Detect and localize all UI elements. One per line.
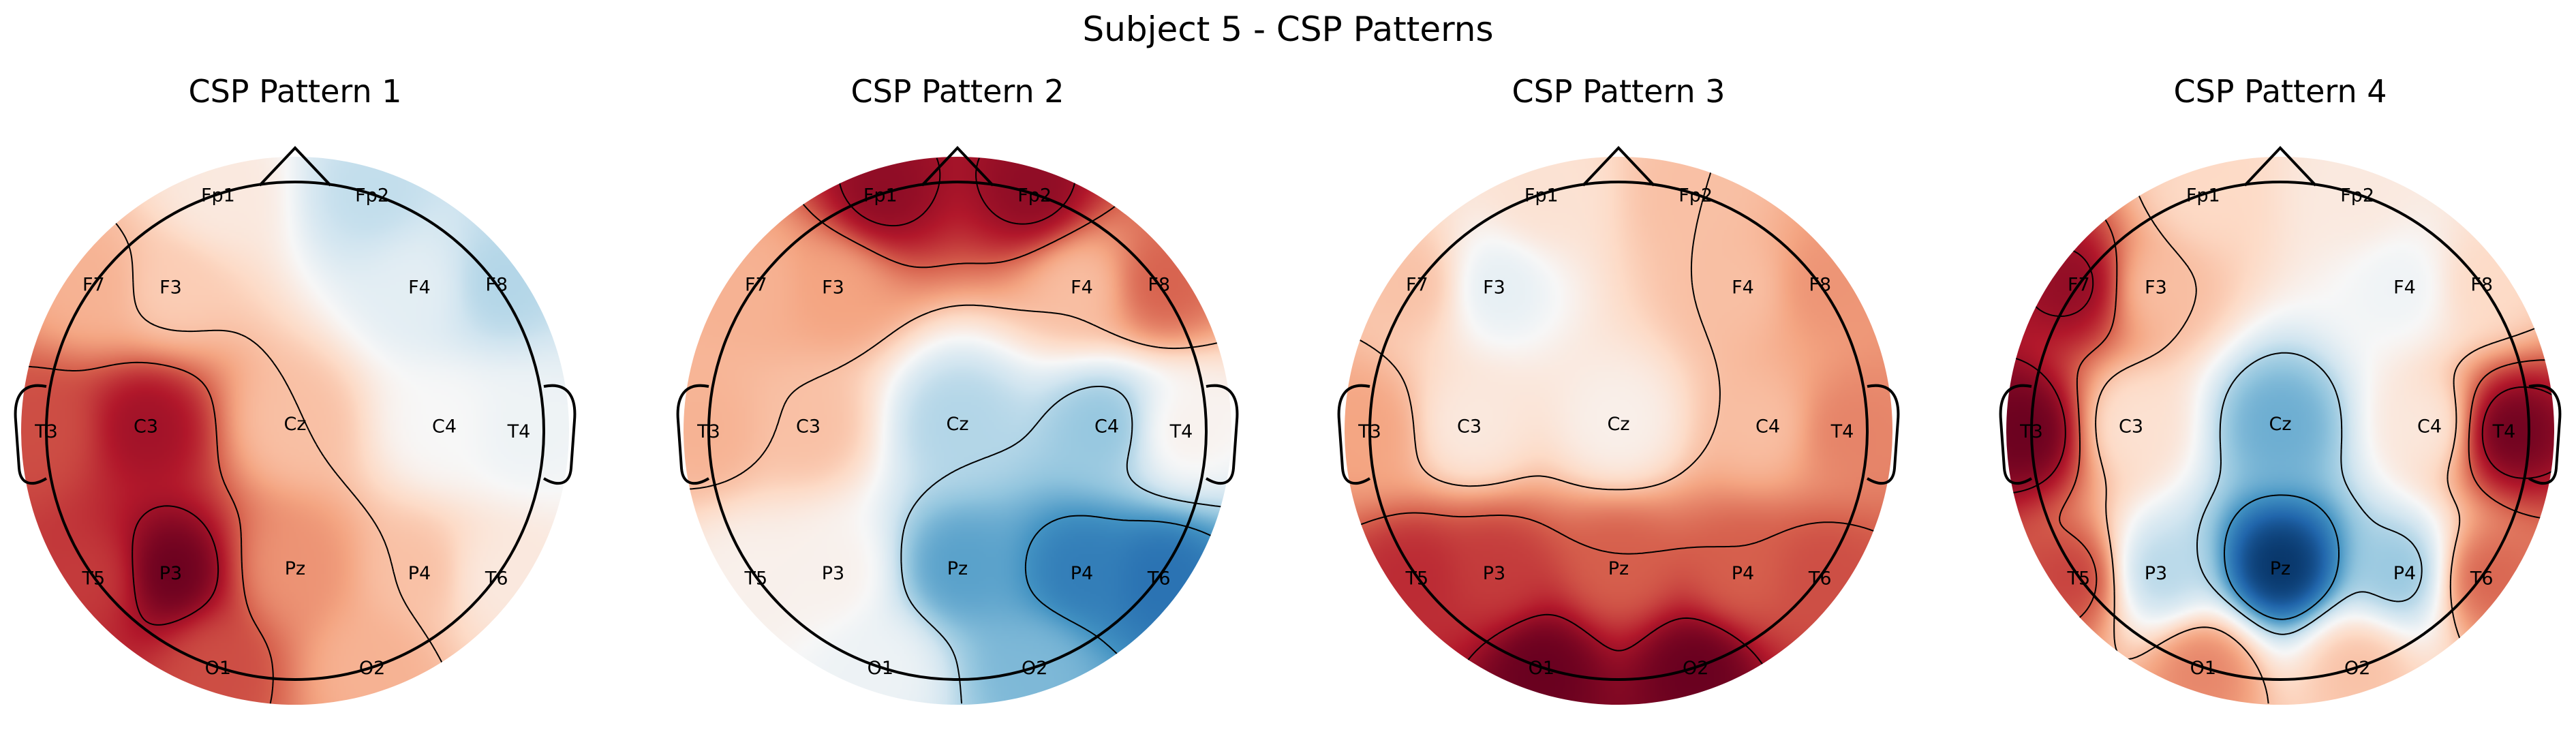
electrode-label-f8: F8 [1148,275,1170,296]
electrode-label-fp1: Fp1 [201,185,235,206]
electrode-label-pz: Pz [285,558,305,579]
electrode-label-fp2: Fp2 [2340,185,2374,206]
head-outline [676,146,1239,681]
electrode-label-pz: Pz [947,558,968,579]
electrode-label-fp1: Fp1 [1524,185,1559,206]
panel-title: CSP Pattern 3 [1512,73,1725,110]
head-outline [1999,146,2562,681]
electrode-label-f4: F4 [408,277,431,298]
electrode-label-o1: O1 [868,658,893,679]
topomap-panel-2: CSP Pattern 2 Fp1 Fp2 F7 F3 F4 F8 T3 C3 Cz C4 T4 T5 P… [676,73,1239,705]
electrode-label-t5: T5 [1405,568,1428,589]
electrode-label-t3: T3 [34,421,58,442]
topomap-field [2006,157,2554,705]
panel-title: CSP Pattern 2 [850,73,1064,110]
electrode-label-f3: F3 [1483,277,1505,298]
electrode-label-p4: P4 [408,563,431,584]
electrode-label-o2: O2 [2344,658,2370,679]
topomap-panel-3: CSP Pattern 3 Fp1 Fp2 F7 F3 F4 F8 T3 C3 Cz C4 T4 T5 P… [1337,73,1900,705]
head-outline [1337,146,1900,681]
electrode-label-t3: T3 [696,421,720,442]
electrode-label-p3: P3 [2145,563,2167,584]
contour-lines [684,157,1231,704]
electrode-label-c4: C4 [2417,416,2442,438]
electrode-label-c3: C3 [134,416,158,438]
electrode-label-f7: F7 [2068,275,2090,296]
electrode-label-f4: F4 [1071,277,1093,298]
electrode-label-p3: P3 [822,563,844,584]
panel-title: CSP Pattern 1 [188,73,401,110]
electrode-label-fp2: Fp2 [355,185,389,206]
electrode-label-p4: P4 [1732,563,1754,584]
electrode-label-f7: F7 [82,275,105,296]
electrode-label-f4: F4 [1732,277,1754,298]
electrode-label-f4: F4 [2393,277,2416,298]
electrode-label-p3: P3 [159,563,182,584]
electrode-label-t6: T6 [485,568,508,589]
electrode-label-t4: T4 [1169,421,1193,442]
electrode-label-t3: T3 [2019,421,2043,442]
electrode-label-pz: Pz [1608,558,1629,579]
topomap-field [21,157,569,705]
electrode-label-p4: P4 [1071,563,1093,584]
electrode-label-o2: O2 [359,658,385,679]
electrode-label-t3: T3 [1358,421,1381,442]
head-outline [14,146,577,681]
electrode-label-cz: Cz [2269,414,2291,435]
electrode-label-t5: T5 [743,568,767,589]
electrode-label-f8: F8 [2470,275,2493,296]
electrode-label-p3: P3 [1483,563,1505,584]
electrode-label-f3: F3 [2145,277,2167,298]
electrode-label-fp2: Fp2 [1678,185,1713,206]
electrode-label-f7: F7 [1406,275,1428,296]
electrode-label-c3: C3 [796,416,821,438]
electrode-label-cz: Cz [946,414,968,435]
electrode-label-o1: O1 [205,658,231,679]
electrode-label-cz: Cz [1607,414,1629,435]
electrode-label-f7: F7 [745,275,767,296]
electrode-label-c4: C4 [1094,416,1119,438]
electrode-label-p4: P4 [2393,563,2416,584]
electrode-label-c3: C3 [1457,416,1482,438]
electrode-label-fp1: Fp1 [863,185,898,206]
electrode-label-t6: T6 [1147,568,1171,589]
electrode-label-c3: C3 [2119,416,2143,438]
electrode-label-pz: Pz [2270,558,2290,579]
electrode-label-t4: T4 [2492,421,2516,442]
electrode-label-t6: T6 [2470,568,2494,589]
electrode-label-c4: C4 [432,416,457,438]
electrode-label-o2: O2 [1022,658,1047,679]
electrode-label-t5: T5 [2066,568,2090,589]
panel-title: CSP Pattern 4 [2173,73,2387,110]
electrode-label-o1: O1 [1529,658,1554,679]
electrode-label-fp1: Fp1 [2186,185,2220,206]
topomap-panel-4: CSP Pattern 4 Fp1 Fp2 F7 F3 F4 F8 T3 C3 Cz C4 T4 T5 P… [1999,73,2562,705]
electrode-label-f3: F3 [822,277,844,298]
electrode-label-t6: T6 [1808,568,1832,589]
electrode-label-f3: F3 [159,277,182,298]
topomap-panel-1: CSP Pattern 1 Fp1 Fp2 F7 F3 F4 F8 T3 C3 Cz C4 T4 T5 P… [14,73,577,705]
figure-title: Subject 5 - CSP Patterns [1082,10,1494,49]
electrode-label-t5: T5 [81,568,105,589]
electrode-label-cz: Cz [283,414,306,435]
electrode-label-t4: T4 [507,421,531,442]
topomap-field [1345,157,1892,705]
electrode-label-o1: O1 [2190,658,2216,679]
electrode-label-o2: O2 [1683,658,1708,679]
electrode-label-fp2: Fp2 [1017,185,1052,206]
electrode-label-f8: F8 [485,275,508,296]
electrode-label-f8: F8 [1809,275,1831,296]
electrode-label-t4: T4 [1830,421,1854,442]
electrode-label-c4: C4 [1755,416,1780,438]
